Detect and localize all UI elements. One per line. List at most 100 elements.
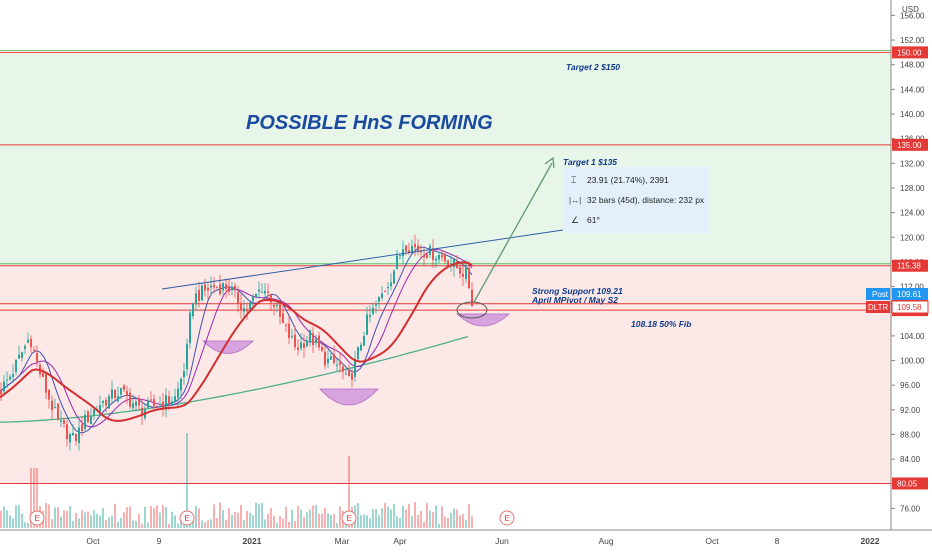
candle-body <box>465 267 467 280</box>
candle-body <box>153 399 155 406</box>
candle-body <box>399 255 401 257</box>
candle-body <box>66 424 68 440</box>
volume-bar <box>21 513 23 528</box>
candle-body <box>30 338 32 348</box>
projection-arrow-line[interactable] <box>473 162 553 303</box>
ticker-badge-label: DLTR <box>868 303 889 312</box>
candle-body <box>366 314 368 335</box>
candle-body <box>285 325 287 327</box>
price-tick-label: 88.00 <box>900 430 921 439</box>
volume-bar <box>24 522 26 528</box>
candle-body <box>126 391 128 396</box>
candle-body <box>435 258 437 261</box>
candle-body <box>138 398 140 406</box>
volume-bar <box>216 518 218 528</box>
measure-angle-icon: ∠ <box>571 215 579 225</box>
volume-bar <box>366 515 368 528</box>
volume-bar <box>102 508 104 528</box>
post-badge: Post 109.61 <box>866 288 928 300</box>
candle-body <box>159 403 161 405</box>
candle-body <box>18 354 20 359</box>
horizontal-levels <box>0 49 891 484</box>
volume-bar <box>336 523 338 528</box>
candle-body <box>225 284 227 290</box>
currency-label: USD <box>902 5 919 14</box>
volume-bar <box>156 505 158 528</box>
volume-bar <box>180 520 182 528</box>
candle-body <box>120 388 122 395</box>
measure-line-2: 32 bars (45d), distance: 232 px <box>587 195 705 205</box>
left-shoulder-shape <box>202 340 254 354</box>
candle-body <box>276 304 278 306</box>
candle-body <box>438 254 440 260</box>
price-tick-label: 148.00 <box>900 61 925 70</box>
price-tick-label: 120.00 <box>900 233 925 242</box>
volume-bar <box>36 468 38 528</box>
volume-bar <box>459 515 461 528</box>
candle-body <box>186 343 188 370</box>
volume-bar <box>153 508 155 528</box>
volume-bar <box>297 505 299 528</box>
volume-bar <box>105 519 107 528</box>
volume-bar <box>255 502 257 528</box>
volume-bar <box>267 513 269 528</box>
price-tick-label: 124.00 <box>900 209 925 218</box>
candle-body <box>324 351 326 366</box>
volume-bar <box>57 507 59 528</box>
volume-bar <box>315 504 317 528</box>
earnings-marker[interactable] <box>341 510 357 526</box>
volume-bar <box>309 509 311 528</box>
volume-bar <box>159 512 161 528</box>
candle-body <box>318 335 320 348</box>
candle-body <box>141 407 143 416</box>
volume-bar <box>390 509 392 528</box>
volume-bar <box>84 512 86 528</box>
time-tick-label: 2021 <box>243 536 262 546</box>
volume-bar <box>258 504 260 528</box>
target-zone <box>0 52 891 266</box>
candle-body <box>381 293 383 298</box>
price-tick-label: 140.00 <box>900 110 925 119</box>
volume-bar <box>306 512 308 528</box>
candle-body <box>270 294 272 303</box>
volume-bar <box>393 504 395 528</box>
volume-bar <box>171 511 173 528</box>
volume-bar <box>15 505 17 528</box>
earnings-marker-label: E <box>34 514 39 523</box>
candle-body <box>213 284 215 288</box>
price-tick-label: 128.00 <box>900 184 925 193</box>
volume-bar <box>198 508 200 528</box>
candle-body <box>204 284 206 291</box>
earnings-marker[interactable] <box>29 510 45 526</box>
candle-body <box>420 251 422 253</box>
candle-body <box>108 396 110 409</box>
candle-body <box>60 420 62 422</box>
earnings-marker[interactable] <box>499 510 515 526</box>
candle-body <box>372 307 374 315</box>
fib-label: 108.18 50% Fib <box>631 319 691 329</box>
candle-body <box>462 274 464 277</box>
volume-bar <box>399 517 401 528</box>
ticker-badge-value: 109.58 <box>897 303 922 312</box>
candle-body <box>468 267 470 289</box>
volume-bar <box>192 521 194 528</box>
volume-bar <box>327 513 329 528</box>
candle-body <box>360 344 362 351</box>
volume-bar <box>204 522 206 528</box>
volume-bar <box>375 509 377 528</box>
candle-body <box>336 364 338 366</box>
volume-bar <box>300 509 302 528</box>
volume-bar <box>81 510 83 528</box>
head-shape <box>319 388 379 406</box>
volume-bar <box>447 517 449 528</box>
level-badge <box>892 259 928 272</box>
volume-bar <box>411 516 413 528</box>
upper-trendline[interactable] <box>161 229 564 290</box>
candle-body <box>375 304 377 306</box>
volume-bar <box>219 502 221 528</box>
volume-bar <box>312 505 314 528</box>
candle-body <box>249 302 251 310</box>
earnings-marker[interactable] <box>179 510 195 526</box>
candle-body <box>207 287 209 291</box>
